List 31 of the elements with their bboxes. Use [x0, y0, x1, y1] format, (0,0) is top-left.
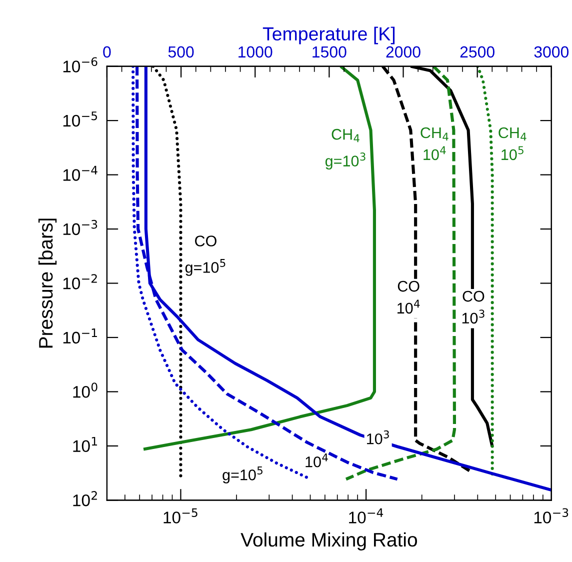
x2-tick-label: 0 [103, 46, 111, 58]
y-tick-label: 10$^{−1}$ [63, 328, 97, 344]
x2-axis-title: Temperature [K] [262, 26, 395, 44]
y-axis-title: Pressure [bars] [38, 218, 57, 348]
y-tick-label: 10$^{−4}$ [63, 166, 98, 181]
x-tick-label: 10$^{−5}$ [164, 508, 198, 524]
y-tick-label: 10$^{1}$ [73, 436, 98, 452]
y-tick-label: 10$^{0}$ [73, 382, 98, 398]
annotation: 10$^{4}$ [306, 454, 328, 468]
text: CH$_{4}$ g=10$^{3}$ [325, 128, 366, 170]
series-label: CO g=10$^{5}$ [185, 236, 226, 276]
annotation: 10$^{3}$ [367, 430, 389, 444]
x-tick-label: 10$^{−4}$ [349, 508, 384, 524]
y-tick-label: 10$^{−3}$ [63, 220, 98, 236]
y-tick-label: 10$^{2}$ [73, 491, 97, 506]
series-label: CO 10$^{3}$ [462, 290, 484, 324]
x2-tick-label: 1000 [238, 46, 272, 58]
y-tick-label: 10$^{−6}$ [63, 57, 98, 72]
series-label: CO 10$^{4}$ [398, 280, 420, 314]
y-tick-label: 10$^{−2}$ [63, 274, 97, 290]
series-label: CH$_{4}$ 10$^{4}$ [420, 127, 448, 160]
x-tick-label: 10$^{−3}$ [534, 508, 568, 524]
x2-tick-label: 3000 [534, 46, 569, 58]
x2-tick-label: 2500 [460, 46, 494, 58]
series-label: CH$_{4}$ 10$^{5}$ [498, 127, 526, 160]
x2-tick-label: 500 [168, 46, 194, 58]
y-tick-label: 10$^{−5}$ [63, 112, 98, 127]
x-axis-title: Volume Mixing Ratio [240, 532, 417, 551]
x2-tick-label: 2000 [386, 46, 420, 58]
x2-tick-label: 1500 [312, 46, 346, 58]
annotation: g=10$^{5}$ [222, 466, 262, 484]
